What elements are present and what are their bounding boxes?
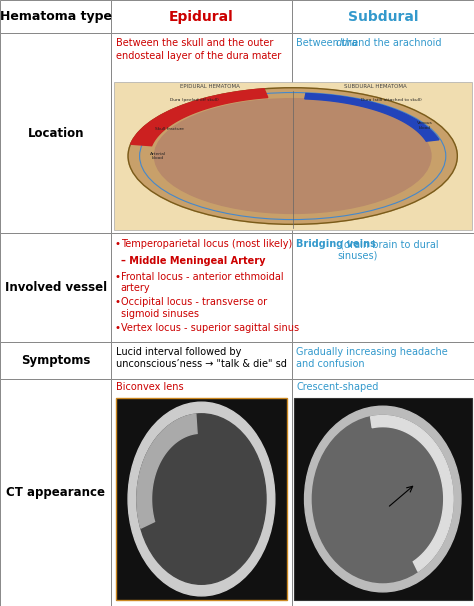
Text: Bridging veins: Bridging veins: [296, 239, 376, 250]
Bar: [292, 0, 474, 33]
Text: •: •: [114, 271, 120, 282]
Text: EPIDURAL HEMATOMA: EPIDURAL HEMATOMA: [181, 84, 240, 89]
Text: Biconvex lens: Biconvex lens: [116, 382, 184, 393]
Text: Arterial
blood: Arterial blood: [150, 152, 166, 161]
Ellipse shape: [304, 406, 461, 592]
Text: Subdural: Subdural: [347, 10, 418, 24]
Text: Gradually increasing headache
and confusion: Gradually increasing headache and confus…: [296, 347, 448, 369]
Bar: [111, 33, 292, 233]
Bar: [292, 379, 474, 606]
Polygon shape: [305, 93, 439, 141]
Ellipse shape: [155, 99, 431, 213]
Polygon shape: [137, 414, 197, 528]
Text: – Middle Meningeal Artery: – Middle Meningeal Artery: [121, 256, 265, 267]
Polygon shape: [130, 89, 268, 145]
Ellipse shape: [312, 416, 453, 582]
Text: Involved vessel: Involved vessel: [5, 281, 107, 295]
Text: Between the skull and the outer
endosteal layer of the dura mater: Between the skull and the outer endostea…: [116, 38, 282, 61]
Text: dura: dura: [336, 38, 358, 48]
Text: Dura (peeled off skull): Dura (peeled off skull): [170, 98, 219, 102]
Text: Lucid interval followed by
unconscious’ness → "talk & die" sd: Lucid interval followed by unconscious’n…: [116, 347, 287, 369]
Bar: [111, 379, 292, 606]
Ellipse shape: [137, 414, 266, 584]
Text: Dura (still attached to skull): Dura (still attached to skull): [361, 98, 422, 102]
Text: Temperoparietal locus (most likely): Temperoparietal locus (most likely): [121, 239, 292, 250]
Text: •: •: [114, 322, 120, 333]
Bar: [0, 0, 111, 33]
Bar: [0, 233, 111, 342]
Text: Vertex locus - superior sagittal sinus: Vertex locus - superior sagittal sinus: [121, 322, 299, 333]
Text: Symptoms: Symptoms: [21, 354, 91, 367]
Text: Frontal locus - anterior ethmoidal
artery: Frontal locus - anterior ethmoidal arter…: [121, 271, 283, 293]
Bar: [292, 342, 474, 379]
Text: Occipital locus - transverse or
sigmoid sinuses: Occipital locus - transverse or sigmoid …: [121, 297, 267, 319]
Bar: [111, 0, 292, 33]
Text: SUBDURAL HEMATOMA: SUBDURAL HEMATOMA: [344, 84, 406, 89]
Ellipse shape: [128, 402, 275, 596]
Text: (drain brain to dural
sinuses): (drain brain to dural sinuses): [337, 239, 438, 261]
Text: and the arachnoid: and the arachnoid: [349, 38, 441, 48]
Bar: [111, 233, 292, 342]
Bar: [0, 379, 111, 606]
Text: Hematoma type: Hematoma type: [0, 10, 112, 23]
Text: Skull fracture: Skull fracture: [155, 127, 184, 131]
Text: •: •: [114, 297, 120, 307]
Text: •: •: [114, 239, 120, 250]
Text: Venous
blood: Venous blood: [417, 121, 432, 130]
Text: Between the: Between the: [296, 38, 362, 48]
Text: Epidural: Epidural: [169, 10, 234, 24]
Bar: [0, 33, 111, 233]
Bar: [116, 398, 287, 600]
Bar: [0, 342, 111, 379]
Bar: [111, 342, 292, 379]
Text: Crescent-shaped: Crescent-shaped: [296, 382, 379, 393]
Text: Location: Location: [27, 127, 84, 140]
Bar: [294, 398, 472, 600]
Ellipse shape: [128, 88, 457, 224]
Bar: [292, 33, 474, 233]
Bar: [292, 233, 474, 342]
Text: CT appearance: CT appearance: [6, 486, 105, 499]
Bar: [114, 82, 472, 230]
Polygon shape: [371, 416, 453, 571]
